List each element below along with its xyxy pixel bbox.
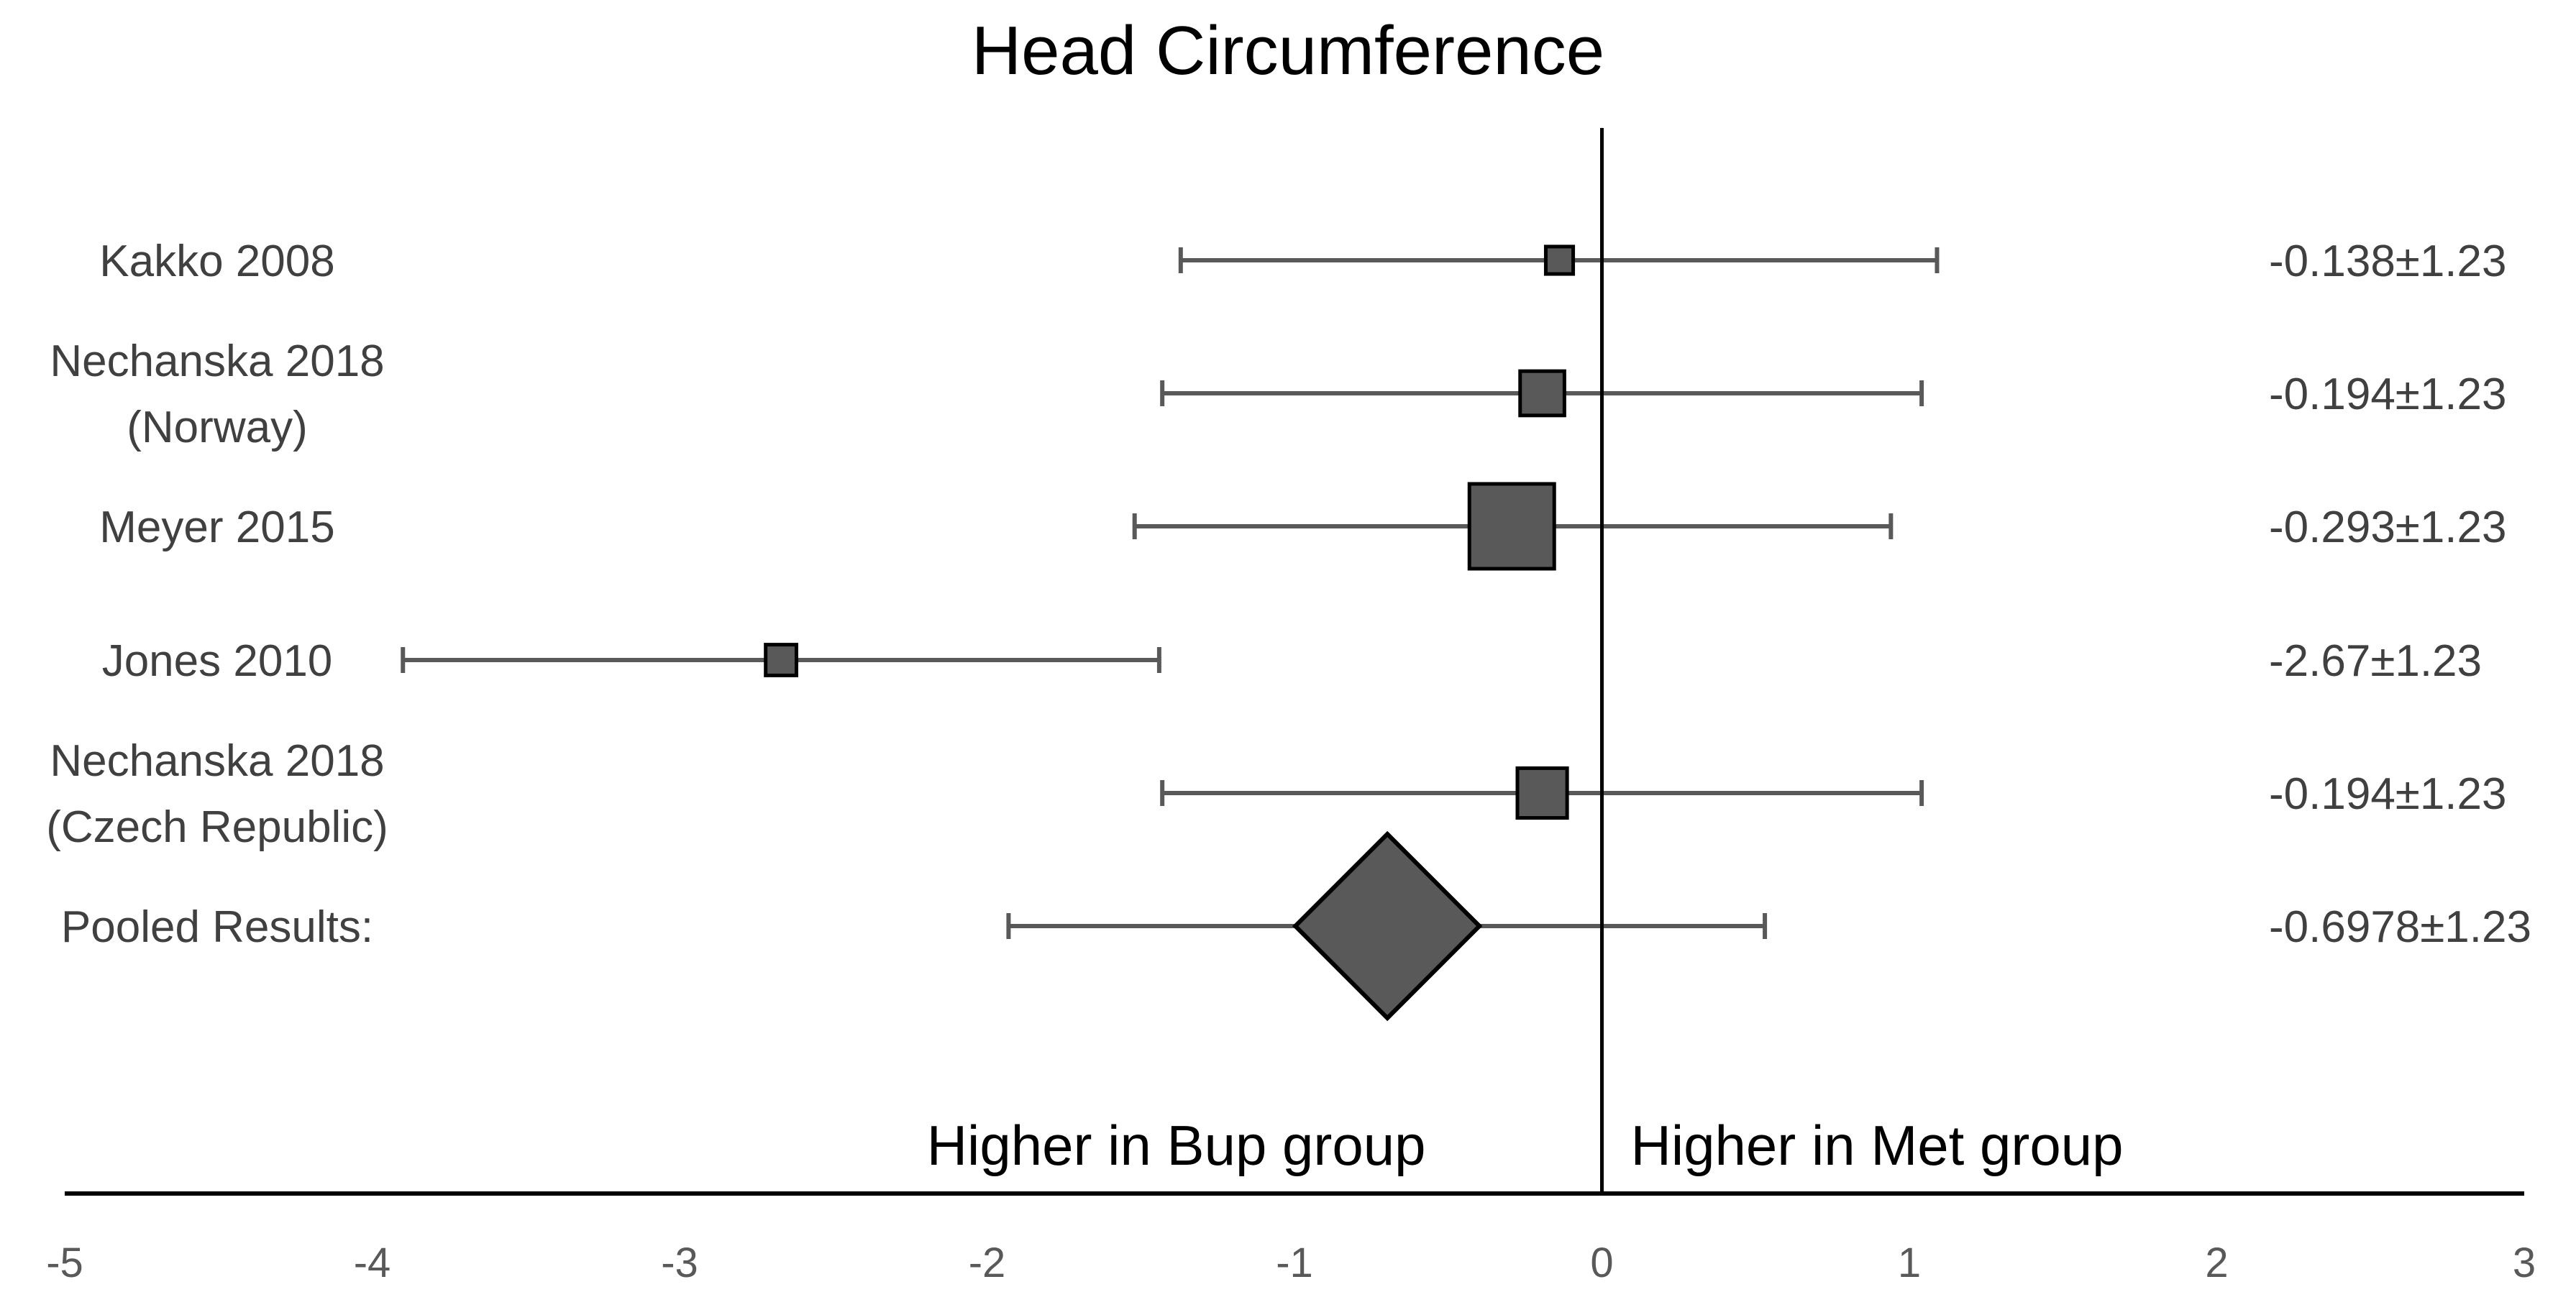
x-tick-label: 3 bbox=[2513, 1240, 2536, 1286]
study-label: Kakko 2008 bbox=[99, 237, 334, 286]
point-estimate-square bbox=[764, 643, 798, 677]
region-label-right: Higher in Met group bbox=[1631, 1114, 2124, 1177]
x-tick-label: 2 bbox=[2205, 1240, 2228, 1286]
x-tick-label: -4 bbox=[354, 1240, 391, 1286]
x-tick-label: -1 bbox=[1276, 1240, 1313, 1286]
x-tick-label: -5 bbox=[46, 1240, 83, 1286]
study-label: Meyer 2015 bbox=[99, 503, 334, 552]
study-rows: Kakko 2008 -0.138±1.23 Nechanska 2018 (Norw… bbox=[46, 237, 2506, 852]
value-label: -0.293±1.23 bbox=[2269, 503, 2507, 552]
pooled-estimate-diamond bbox=[1292, 830, 1483, 1022]
study-label: Nechanska 2018 (Norway) bbox=[50, 336, 384, 452]
value-label: -0.138±1.23 bbox=[2269, 237, 2507, 286]
value-label: -0.194±1.23 bbox=[2269, 769, 2507, 819]
value-label: -0.194±1.23 bbox=[2269, 370, 2507, 419]
study-row: Nechanska 2018 (Norway) -0.194±1.23 bbox=[50, 336, 2506, 452]
x-tick-label: 0 bbox=[1590, 1240, 1613, 1286]
study-label: Nechanska 2018 (Czech Republic) bbox=[46, 736, 388, 852]
study-row: Kakko 2008 -0.138±1.23 bbox=[99, 237, 2506, 286]
study-label-line: Kakko 2008 bbox=[99, 237, 334, 286]
pooled-label: Pooled Results: bbox=[61, 902, 373, 952]
pooled-value-label: -0.6978±1.23 bbox=[2269, 902, 2531, 952]
study-row: Meyer 2015 -0.293±1.23 bbox=[99, 482, 2507, 571]
x-tick-label: -3 bbox=[661, 1240, 698, 1286]
study-label-line: Jones 2010 bbox=[102, 636, 333, 686]
point-estimate-square bbox=[1467, 482, 1556, 571]
study-label-line: Meyer 2015 bbox=[99, 503, 334, 552]
study-label-line: Nechanska 2018 bbox=[50, 736, 384, 786]
study-label: Jones 2010 bbox=[102, 636, 333, 686]
x-tick-labels: -5 -4 -3 -2 -1 0 1 2 3 bbox=[46, 1240, 2536, 1286]
x-tick-label: 1 bbox=[1898, 1240, 1921, 1286]
study-row: Jones 2010 -2.67±1.23 bbox=[102, 636, 2482, 686]
pooled-row: Pooled Results: -0.6978±1.23 bbox=[61, 830, 2531, 1022]
chart-title: Head Circumference bbox=[972, 12, 1604, 89]
x-tick-label: -2 bbox=[969, 1240, 1006, 1286]
region-label-left: Higher in Bup group bbox=[927, 1114, 1426, 1177]
study-row: Nechanska 2018 (Czech Republic) -0.194±1.2… bbox=[46, 736, 2506, 852]
value-label: -2.67±1.23 bbox=[2269, 636, 2482, 686]
point-estimate-square bbox=[1543, 244, 1576, 276]
point-estimate-square bbox=[1518, 369, 1566, 418]
point-estimate-square bbox=[1515, 766, 1569, 820]
study-label-line: (Czech Republic) bbox=[46, 802, 388, 852]
study-label-line: (Norway) bbox=[127, 403, 307, 452]
study-label-line: Nechanska 2018 bbox=[50, 336, 384, 386]
